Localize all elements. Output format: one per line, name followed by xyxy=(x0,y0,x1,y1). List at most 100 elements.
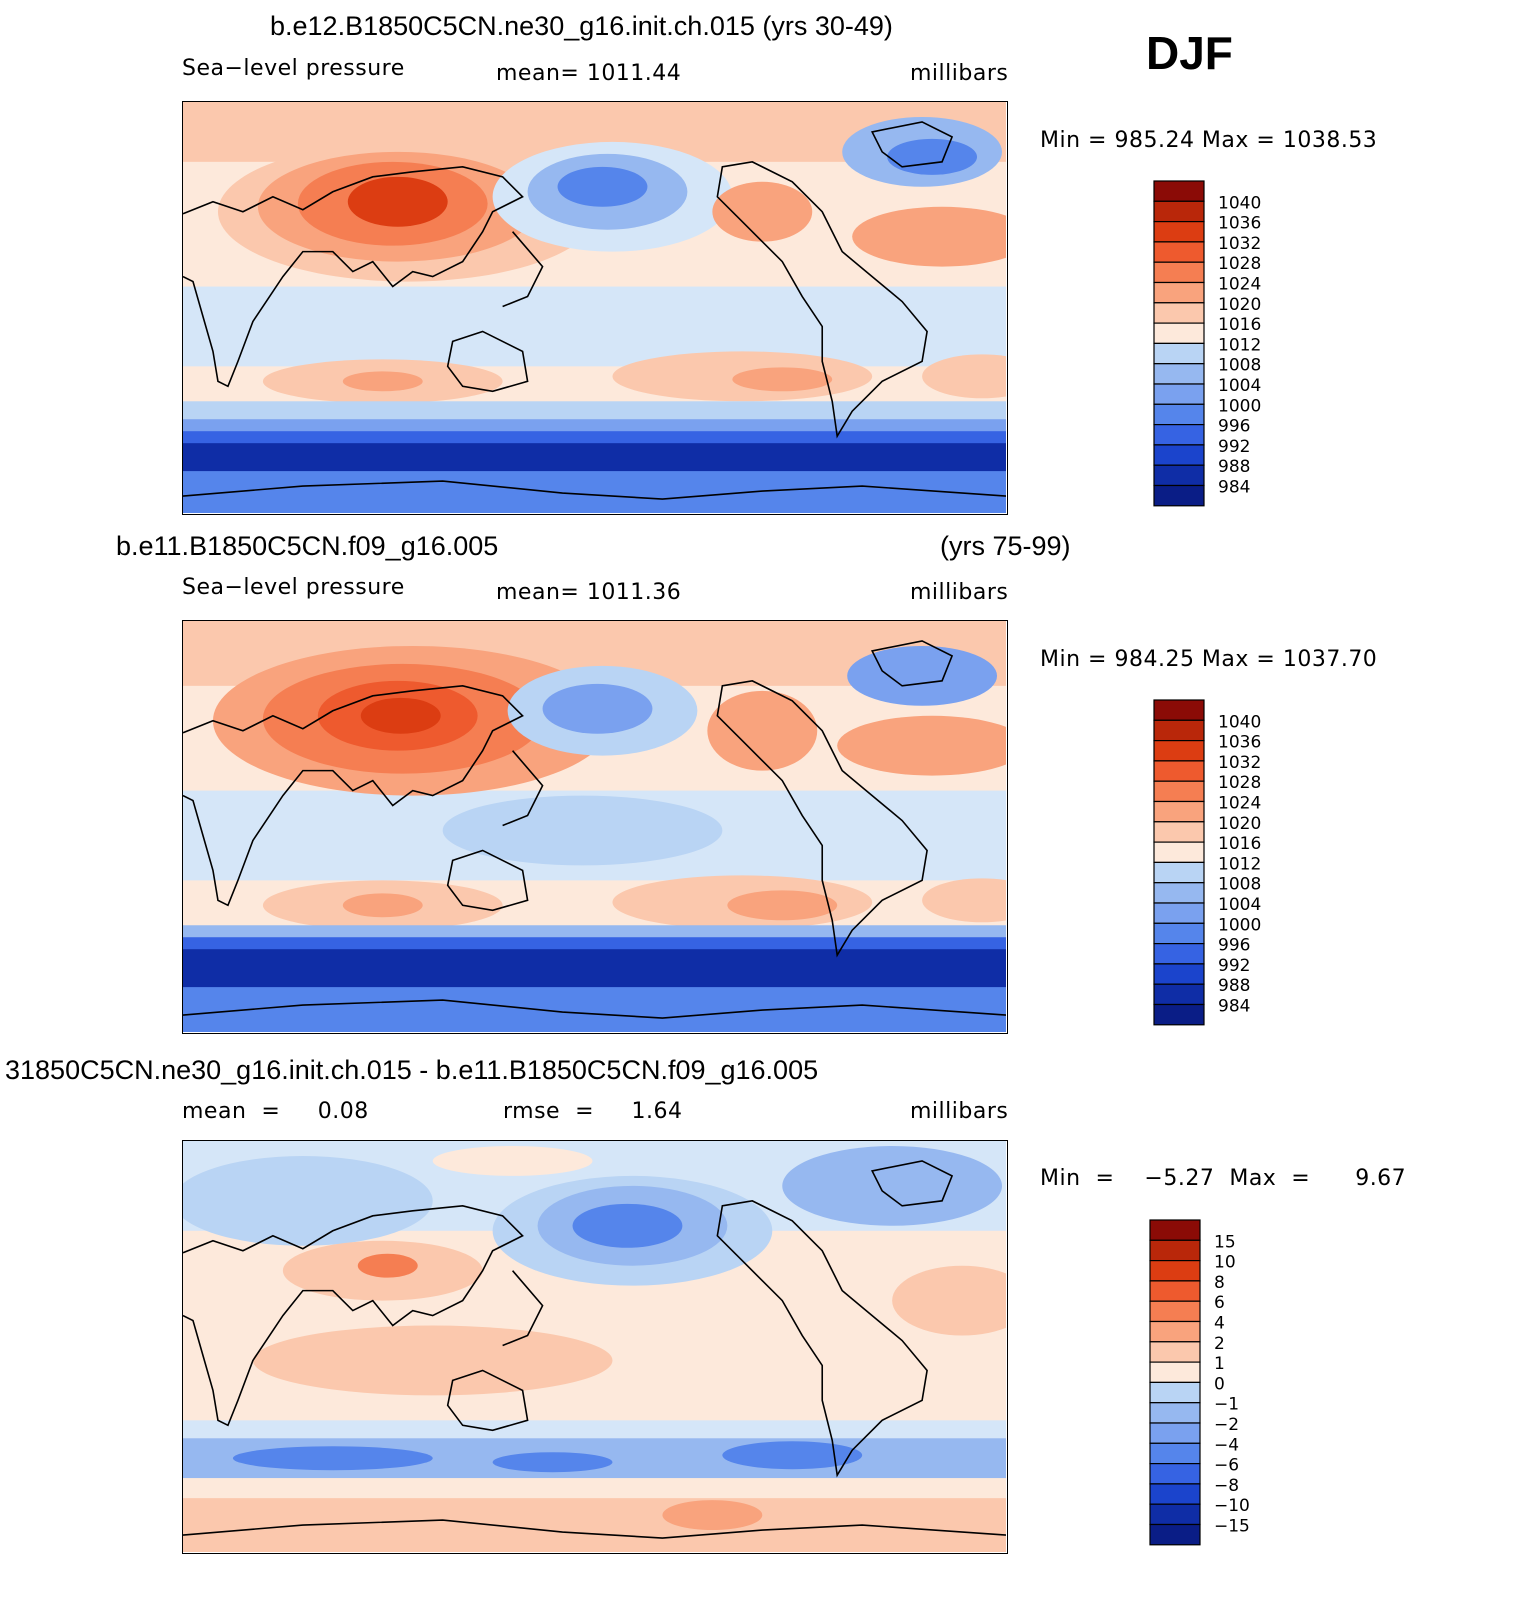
panel1-colorbar-tick-label: 1004 xyxy=(1218,376,1261,396)
panel3-colorbar: 15 10 8 6 4 2 1 0 −1 −2 −4 −6 −8 −10 −15 xyxy=(1149,1219,1290,1550)
panel2-s-atlantic-high xyxy=(922,878,1006,923)
panel1-s-pacific-high-core xyxy=(732,367,833,392)
panel2-title: b.e11.B1850C5CN.f09_g16.005 xyxy=(116,531,499,561)
panel2-colorbar-box xyxy=(1153,882,1205,904)
panel3-pacific-neg-core xyxy=(572,1203,683,1248)
panel3-colorbar-box xyxy=(1149,1239,1201,1262)
panel3-colorbar-box xyxy=(1149,1341,1201,1363)
panel1-units-label: millibars xyxy=(910,61,1009,86)
panel1-icelandic-low-core xyxy=(887,138,978,175)
panel3-colorbar-tick-label: 8 xyxy=(1214,1273,1225,1293)
panel3-colorbar-box xyxy=(1149,1402,1201,1424)
panel3-southern-neg-core-2 xyxy=(492,1452,613,1473)
panel1-minmax-label: Min = 985.24 Max = 1038.53 xyxy=(1040,128,1378,153)
panel3-minmax-label: Min = −5.27 Max = 9.67 xyxy=(1040,1166,1407,1191)
panel2-warm-pool-low xyxy=(442,795,723,866)
panel1-aleutian-low-core xyxy=(557,166,648,207)
panel1-colorbar-box xyxy=(1153,322,1205,345)
panel2-years-label: (yrs 75-99) xyxy=(940,531,1071,561)
panel3-colorbar-box xyxy=(1149,1442,1201,1465)
panel1-colorbar-tick-label: 1020 xyxy=(1218,295,1261,315)
panel3-antarctic-pos-core xyxy=(662,1500,763,1531)
panel2-southern-band-3 xyxy=(183,949,1006,990)
panel1-colorbar-tick-label: 1008 xyxy=(1218,356,1261,376)
panel1-coastlines xyxy=(183,121,1006,500)
panel3-colorbar-tick-label: −8 xyxy=(1214,1476,1239,1496)
panel2-mean-label: mean= 1011.36 xyxy=(496,580,682,605)
panel3-colorbar-tick-label: 2 xyxy=(1214,1334,1225,1354)
panel1-southern-band-3 xyxy=(183,431,1006,446)
panel1-colorbar-box xyxy=(1153,363,1205,385)
panel3-colorbar-box xyxy=(1149,1280,1201,1302)
panel3-colorbar-box xyxy=(1149,1219,1201,1241)
panel2-colorbar-box xyxy=(1153,1003,1205,1026)
panel2-colorbar-tick-label: 1016 xyxy=(1218,834,1261,854)
panel3-mean-label: mean = 0.08 xyxy=(182,1099,369,1124)
panel2-colorbar-tick-label: 1000 xyxy=(1218,915,1261,935)
panel1-colorbar-boxes xyxy=(1153,180,1205,507)
panel1-colorbar-tick-label: 1040 xyxy=(1218,193,1261,213)
panel1-map-svg xyxy=(183,102,1006,513)
panel2-colorbar-box xyxy=(1153,902,1205,924)
panel2-na-high xyxy=(707,690,818,771)
panel3-colorbar-box xyxy=(1149,1422,1201,1444)
panel3-colorbar-box xyxy=(1149,1503,1201,1526)
panel3-colorbar-tick-label: 0 xyxy=(1214,1374,1225,1394)
panel1-southern-band-1 xyxy=(183,401,1006,422)
panel1-colorbar-tick-label: 1032 xyxy=(1218,234,1261,254)
panel2-colorbar-box xyxy=(1153,821,1205,843)
panel3-indian-pos xyxy=(252,1325,613,1396)
panel3-colorbar-box xyxy=(1149,1300,1201,1323)
panel2-colorbar: 1040 1036 1032 1028 1024 1020 1016 1012 1008 1004… xyxy=(1153,699,1294,1030)
panel3-colorbar-box xyxy=(1149,1361,1201,1384)
panel1-siberian-high-core xyxy=(347,176,448,227)
panel2-colorbar-tick-label: 1008 xyxy=(1218,875,1261,895)
panel2-colorbar-box xyxy=(1153,983,1205,1006)
panel3-title: 31850C5CN.ne30_g16.init.ch.015 - b.e11.B… xyxy=(5,1055,819,1085)
panel1-colorbar-tick-label: 1000 xyxy=(1218,396,1261,416)
panel1-colorbar-box xyxy=(1153,403,1205,426)
panel3-colorbar-tick-label: −6 xyxy=(1214,1456,1239,1476)
panel2-colorbar-tick-label: 1012 xyxy=(1218,854,1261,874)
panel3-rmse-label: rmse = 1.64 xyxy=(503,1099,683,1124)
panel1-mean-label: mean= 1011.44 xyxy=(496,61,682,86)
panel3-colorbar-tick-label: 15 xyxy=(1214,1232,1236,1252)
panel3-map-svg xyxy=(183,1141,1006,1552)
panel2-southern-band-2 xyxy=(183,937,1006,952)
panel3-southern-neg-1 xyxy=(183,1420,1006,1441)
panel1-s-atlantic-high xyxy=(922,354,1006,399)
panel3-colorbar-box xyxy=(1149,1259,1201,1282)
panel2-antarctic-band xyxy=(183,987,1006,1032)
panel1-colorbar-box xyxy=(1153,342,1205,365)
panel2-colorbar-box xyxy=(1153,739,1205,762)
panel2-colorbar-tick-label: 1040 xyxy=(1218,712,1261,732)
panel2-colorbar-box xyxy=(1153,719,1205,742)
panel2-minmax-label: Min = 984.25 Max = 1037.70 xyxy=(1040,647,1378,672)
panel2-colorbar-boxes xyxy=(1153,699,1205,1026)
panel1-azores-high xyxy=(852,206,1006,267)
panel1-southern-band-4 xyxy=(183,443,1006,474)
panel2-colorbar-box xyxy=(1153,943,1205,965)
panel2-colorbar-tick-label: 1004 xyxy=(1218,895,1261,915)
panel3-southern-neg-core-3 xyxy=(722,1441,863,1470)
panel2-colorbar-tick-label: 992 xyxy=(1218,956,1250,976)
panel1-colorbar-tick-label: 1012 xyxy=(1218,335,1261,355)
panel1-colorbar-labels: 1040103610321028102410201016101210081004… xyxy=(1218,193,1261,497)
panel3-colorbar-tick-label: −1 xyxy=(1214,1395,1239,1415)
panel3-colorbar-boxes xyxy=(1149,1219,1201,1546)
panel1-colorbar-tick-label: 988 xyxy=(1218,457,1250,477)
panel2-southern-band-1 xyxy=(183,925,1006,940)
panel2-colorbar-tick-label: 988 xyxy=(1218,976,1250,996)
panel3-units-label: millibars xyxy=(910,1099,1009,1124)
panel3-colorbar-tick-label: −2 xyxy=(1214,1415,1239,1435)
panel1-s-indian-high-core xyxy=(342,371,423,392)
panel2-aleutian-low-core xyxy=(542,683,653,734)
panel3-colorbar-box xyxy=(1149,1483,1201,1505)
panel1-tropical-band xyxy=(183,286,1006,367)
panel1-colorbar-tick-label: 992 xyxy=(1218,437,1250,457)
panel1-colorbar-box xyxy=(1153,464,1205,487)
panel2-colorbar-box xyxy=(1153,760,1205,782)
panel1-colorbar: 1040 1036 1032 1028 1024 1020 1016 1012 1008 1004… xyxy=(1153,180,1294,511)
panel2-siberian-high-core xyxy=(360,697,441,734)
panel2-colorbar-tick-label: 1020 xyxy=(1218,814,1261,834)
